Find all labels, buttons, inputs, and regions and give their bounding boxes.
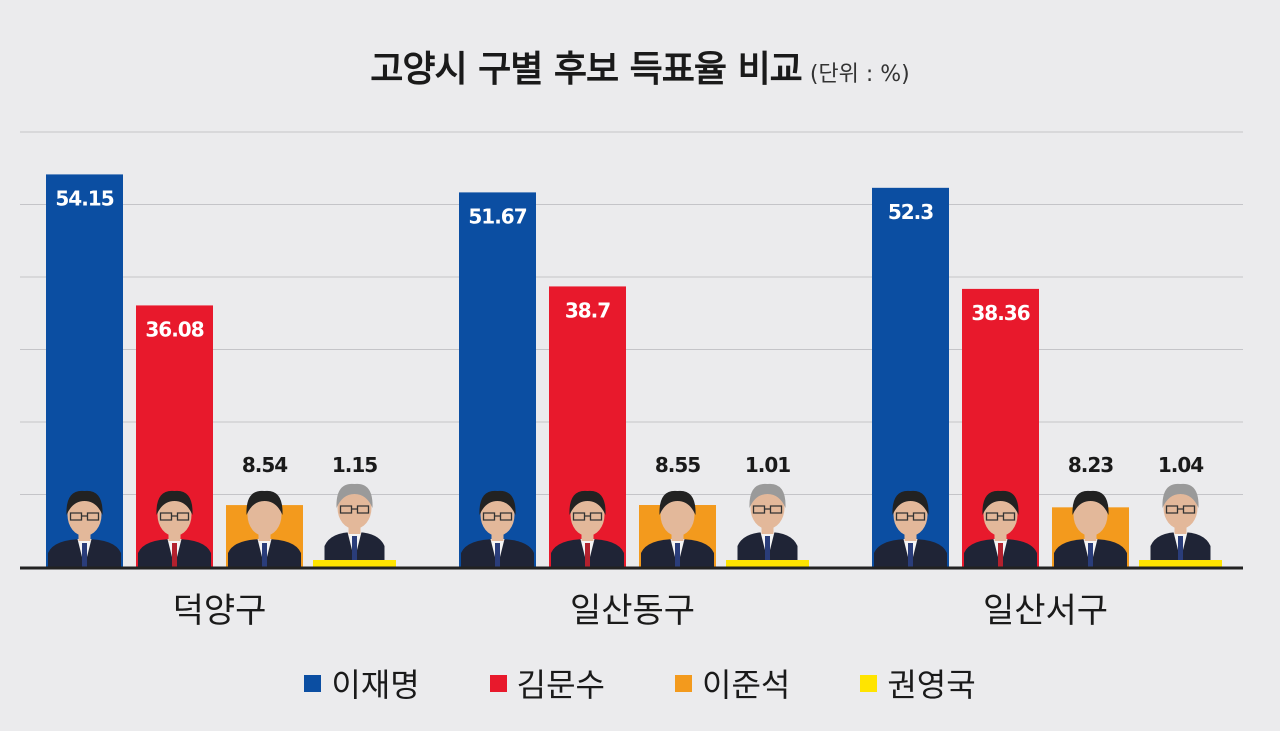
candidate-photo-icon bbox=[641, 490, 714, 567]
candidate-photo-icon bbox=[1054, 490, 1127, 567]
candidate-photo-icon bbox=[551, 490, 624, 567]
data-label: 8.55 bbox=[655, 453, 700, 477]
candidate-photo-icon bbox=[138, 490, 211, 567]
legend-swatch-kwon-youngguk bbox=[860, 674, 878, 692]
legend-swatch-kim-moonsoo bbox=[489, 674, 507, 692]
candidate-photo-icon bbox=[461, 490, 534, 567]
data-label: 52.3 bbox=[888, 200, 933, 224]
data-label: 51.67 bbox=[468, 204, 526, 228]
bar-권영국-덕양구 bbox=[313, 560, 396, 567]
bar-권영국-일산동구 bbox=[726, 560, 809, 567]
data-label: 1.15 bbox=[332, 453, 377, 477]
data-label: 36.08 bbox=[145, 317, 203, 341]
candidate-photo-icon bbox=[48, 490, 121, 567]
legend-swatch-lee-jaemyung bbox=[304, 674, 322, 692]
data-label: 1.04 bbox=[1158, 453, 1203, 477]
candidate-photo-icon bbox=[1150, 483, 1211, 560]
bar-권영국-일산서구 bbox=[1139, 560, 1222, 567]
legend-item-kwon-youngguk: 권영국 bbox=[860, 660, 976, 706]
category-label: 덕양구 bbox=[173, 591, 267, 631]
legend: 이재명 김문수 이준석 권영국 bbox=[0, 660, 1280, 706]
legend-label-lee-junseok: 이준석 bbox=[702, 666, 791, 704]
candidate-photo-icon bbox=[324, 483, 385, 560]
category-label: 일산동구 bbox=[570, 591, 695, 631]
data-label: 38.36 bbox=[971, 301, 1029, 325]
chart-title-wrap: 고양시 구별 후보 득표율 비교 (단위 : %) bbox=[0, 40, 1280, 92]
category-label: 일산서구 bbox=[983, 591, 1108, 631]
candidate-photo-icon bbox=[228, 490, 301, 567]
data-label: 8.23 bbox=[1068, 453, 1113, 477]
legend-swatch-lee-junseok bbox=[675, 674, 692, 692]
bar-chart: 54.15 36.08 8.54 1.15 덕양구 51.67 38.7 8.55 1.01 일산… bbox=[20, 131, 1243, 631]
data-label: 38.7 bbox=[565, 298, 610, 322]
legend-label-kwon-youngguk: 권영국 bbox=[887, 666, 976, 704]
legend-item-kim-moonsoo: 김문수 bbox=[489, 660, 605, 706]
data-label: 8.54 bbox=[242, 453, 287, 477]
data-label: 1.01 bbox=[745, 453, 790, 477]
candidate-photo-icon bbox=[874, 490, 947, 567]
legend-label-lee-jaemyung: 이재명 bbox=[331, 666, 420, 704]
legend-item-lee-junseok: 이준석 bbox=[675, 660, 790, 706]
chart-title: 고양시 구별 후보 득표율 비교 bbox=[370, 49, 803, 90]
candidate-photo-icon bbox=[737, 483, 798, 560]
data-label: 54.15 bbox=[55, 186, 113, 210]
legend-label-kim-moonsoo: 김문수 bbox=[516, 666, 605, 704]
candidate-photo-icon bbox=[964, 490, 1037, 567]
chart-unit: (단위 : %) bbox=[809, 62, 910, 87]
legend-item-lee-jaemyung: 이재명 bbox=[304, 660, 420, 706]
